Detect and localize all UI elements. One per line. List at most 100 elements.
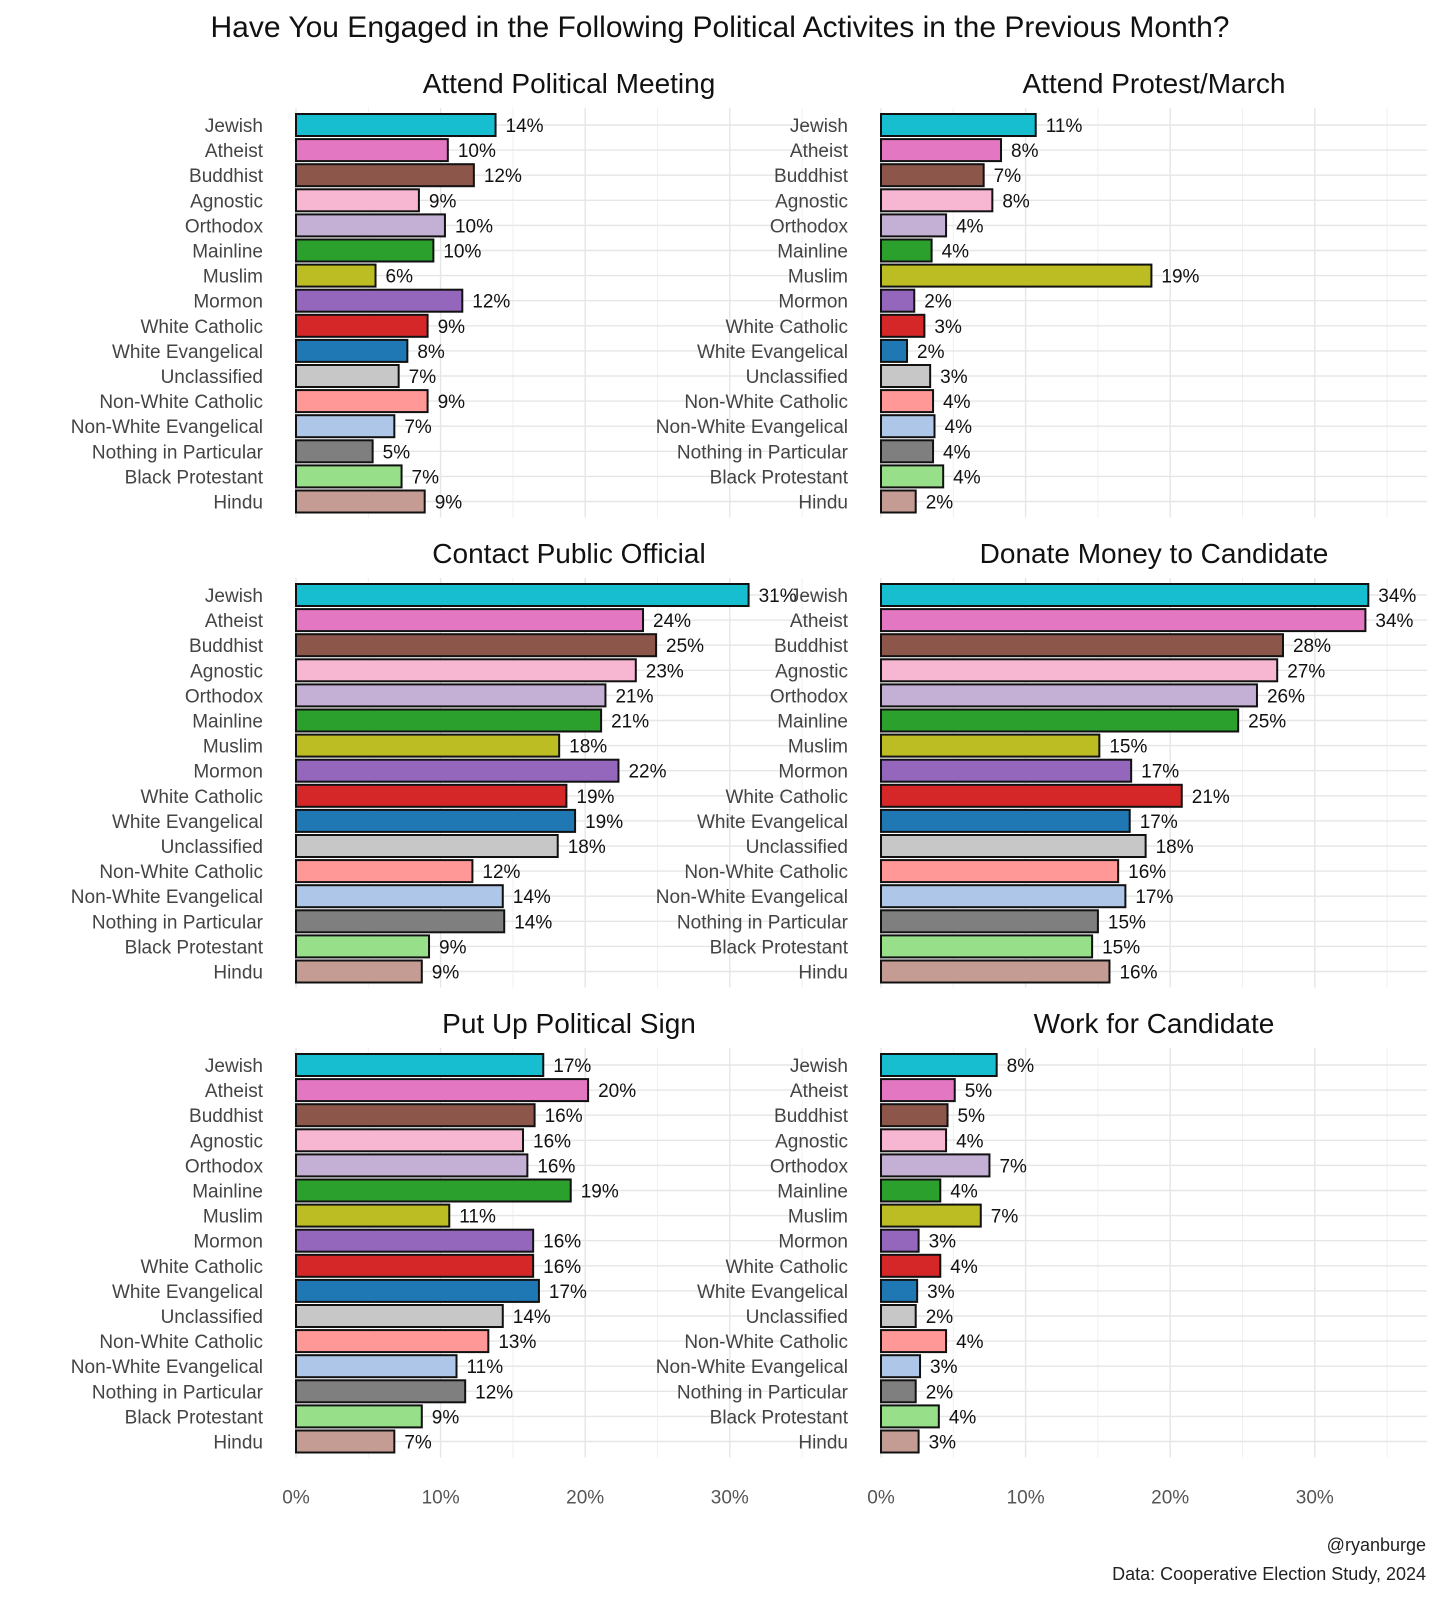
caption-source: Data: Cooperative Election Study, 2024 xyxy=(1112,1564,1426,1584)
bar-jewish xyxy=(295,1053,545,1077)
category-label: Mormon xyxy=(193,762,263,783)
bar-mainline xyxy=(295,238,435,263)
value-label: 9% xyxy=(435,493,463,514)
category-label: Hindu xyxy=(213,493,263,514)
category-label: Mainline xyxy=(777,712,848,733)
bar-hindu xyxy=(295,959,423,984)
category-label: Non-White Evangelical xyxy=(71,1357,263,1378)
value-label: 19% xyxy=(1161,267,1199,288)
bar-mormon xyxy=(880,288,916,313)
value-label: 12% xyxy=(475,1382,513,1403)
bar-jewish xyxy=(295,583,750,607)
value-label: 4% xyxy=(956,216,984,237)
panel-donate-money-to-candidate: Donate Money to Candidate Jewish 34% Atheis… xyxy=(656,538,1427,988)
value-label: 25% xyxy=(666,636,704,657)
value-label: 16% xyxy=(1119,963,1157,984)
category-label: Jewish xyxy=(205,586,263,607)
panel-title: Attend Protest/March xyxy=(1022,68,1285,99)
category-label: Mainline xyxy=(192,1182,263,1203)
category-label: Mormon xyxy=(778,762,848,783)
bar-nothing-in-particular xyxy=(880,439,935,464)
bar-mormon xyxy=(295,288,464,313)
bar-hindu xyxy=(880,1429,920,1454)
bar-white-evangelical xyxy=(295,338,409,363)
category-label: Buddhist xyxy=(189,166,264,187)
category-label: Agnostic xyxy=(190,661,263,682)
bar-mormon xyxy=(880,758,1133,783)
category-label: Unclassified xyxy=(746,367,848,388)
category-label: White Catholic xyxy=(141,787,264,808)
value-label: 6% xyxy=(386,267,414,288)
category-label: White Evangelical xyxy=(697,812,848,833)
value-label: 9% xyxy=(438,392,466,413)
bar-atheist xyxy=(295,608,645,633)
value-label: 16% xyxy=(543,1257,581,1278)
value-label: 16% xyxy=(545,1106,583,1127)
value-label: 4% xyxy=(949,1407,977,1428)
category-label: Muslim xyxy=(788,267,848,288)
panel-attend-protest-march: Attend Protest/March Jewish 11% Atheist 8% Bu… xyxy=(656,68,1427,518)
category-label: Non-White Catholic xyxy=(99,1332,263,1353)
category-label: Black Protestant xyxy=(125,1407,264,1428)
bar-white-evangelical xyxy=(295,808,577,833)
value-label: 4% xyxy=(956,1332,984,1353)
x-tick-label: 20% xyxy=(1151,1488,1189,1509)
panel-title: Attend Political Meeting xyxy=(423,68,716,99)
category-label: Unclassified xyxy=(161,1307,263,1328)
bar-non-white-evangelical xyxy=(880,1354,922,1379)
bar-nothing-in-particular xyxy=(880,1379,917,1404)
category-label: Non-White Evangelical xyxy=(656,1357,848,1378)
category-label: Agnostic xyxy=(190,1131,263,1152)
category-label: Jewish xyxy=(205,116,263,137)
bar-muslim xyxy=(880,733,1101,758)
bar-black-protestant xyxy=(295,1404,423,1429)
panel-contact-public-official: Contact Public Official Jewish 31% Atheist 2… xyxy=(71,538,842,988)
category-label: Orthodox xyxy=(185,686,264,707)
value-label: 14% xyxy=(513,1307,551,1328)
bar-white-catholic xyxy=(880,783,1183,808)
bar-unclassified xyxy=(295,364,400,388)
category-label: Non-White Evangelical xyxy=(71,417,263,438)
category-label: Jewish xyxy=(790,586,848,607)
value-label: 4% xyxy=(950,1257,978,1278)
value-label: 16% xyxy=(537,1156,575,1177)
category-label: Agnostic xyxy=(775,661,848,682)
bar-jewish xyxy=(295,113,497,137)
category-label: Atheist xyxy=(790,611,849,632)
category-label: Nothing in Particular xyxy=(677,912,849,933)
value-label: 4% xyxy=(942,242,970,263)
value-label: 4% xyxy=(950,1182,978,1203)
value-label: 19% xyxy=(585,812,623,833)
value-label: 28% xyxy=(1293,636,1331,657)
panels: Attend Political Meeting Jewish 14% Atheist… xyxy=(71,68,1427,1509)
category-label: Nothing in Particular xyxy=(677,442,849,463)
value-label: 5% xyxy=(958,1106,986,1127)
value-label: 25% xyxy=(1248,712,1286,733)
category-label: Agnostic xyxy=(190,191,263,212)
value-label: 8% xyxy=(417,342,445,363)
bar-nothing-in-particular xyxy=(880,909,1099,934)
category-label: Muslim xyxy=(788,1207,848,1228)
category-label: Non-White Evangelical xyxy=(656,417,848,438)
bar-non-white-catholic xyxy=(295,1329,490,1354)
value-label: 12% xyxy=(472,292,510,313)
bar-atheist xyxy=(880,608,1367,633)
value-label: 17% xyxy=(1141,762,1179,783)
value-label: 7% xyxy=(999,1156,1027,1177)
bar-unclassified xyxy=(295,1304,504,1328)
value-label: 11% xyxy=(467,1357,504,1378)
value-label: 18% xyxy=(1156,837,1194,858)
bar-non-white-evangelical xyxy=(880,414,936,439)
category-label: Mainline xyxy=(192,242,263,263)
bar-orthodox xyxy=(295,683,607,708)
bar-non-white-catholic xyxy=(295,859,474,884)
category-label: Mormon xyxy=(778,292,848,313)
bar-agnostic xyxy=(295,1128,525,1153)
category-label: Mainline xyxy=(777,242,848,263)
category-label: Jewish xyxy=(790,1056,848,1077)
category-label: Orthodox xyxy=(770,686,849,707)
category-label: Muslim xyxy=(203,1207,263,1228)
value-label: 9% xyxy=(439,937,467,958)
value-label: 5% xyxy=(965,1081,993,1102)
value-label: 10% xyxy=(455,216,493,237)
